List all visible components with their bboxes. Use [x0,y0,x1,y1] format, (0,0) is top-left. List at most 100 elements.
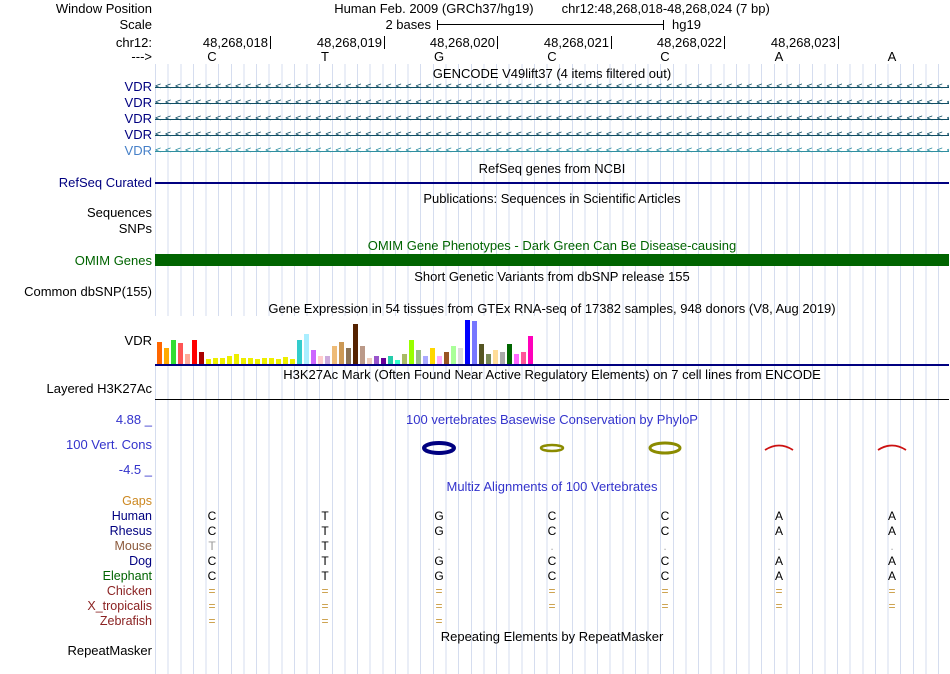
gtex-bar[interactable] [171,340,176,364]
gtex-bar[interactable] [430,348,435,364]
repeatmasker-label[interactable]: RepeatMasker [67,643,152,658]
gtex-bar[interactable] [213,358,218,364]
gtex-bar[interactable] [262,358,267,364]
gtex-bar[interactable] [500,352,505,364]
gtex-bar[interactable] [486,354,491,364]
gencode-item-label[interactable]: VDR [124,111,152,126]
gtex-bar[interactable] [220,358,225,364]
sequences-label[interactable]: Sequences [86,205,152,220]
gtex-bar[interactable] [493,350,498,364]
gtex-bar[interactable] [514,354,519,364]
gencode-item-label[interactable]: VDR [124,127,152,142]
alignment-letter: A [774,524,783,538]
alignment-letter: A [887,524,896,538]
gtex-bar[interactable] [360,346,365,364]
gtex-bar[interactable] [304,334,309,364]
multiz-row-label-x_tropicalis[interactable]: X_tropicalis [87,599,152,613]
multiz-row-label-dog[interactable]: Dog [129,554,152,568]
gtex-bar[interactable] [458,348,463,364]
gtex-bar[interactable] [332,346,337,364]
multiz-row-label-rhesus[interactable]: Rhesus [109,524,152,538]
gtex-bar[interactable] [374,356,379,364]
transcript-arrow-row[interactable]: <<<<<<<<<<<<<<<<<<<<<<<<<<<<<<<<<<<<<<<<… [155,80,949,94]
gtex-bar[interactable] [318,356,323,364]
phylop-track-label[interactable]: 100 Vert. Cons [66,437,152,452]
gtex-bar[interactable] [255,359,260,364]
gtex-bar[interactable] [164,348,169,364]
gencode-item-label[interactable]: VDR [124,79,152,94]
multiz-row-label-elephant[interactable]: Elephant [102,569,152,583]
gtex-bar[interactable] [521,352,526,364]
alignment-letter: T [321,539,329,553]
gtex-baseline [155,364,949,366]
alignment-letter: = [661,599,669,613]
gtex-bar[interactable] [241,358,246,364]
gtex-bar[interactable] [353,324,358,364]
gencode-item-label[interactable]: VDR [124,95,152,110]
gtex-bar[interactable] [395,360,400,364]
gtex-bar[interactable] [437,356,442,364]
gtex-bar[interactable] [276,359,281,364]
omim-genes-label[interactable]: OMIM Genes [74,253,152,268]
transcript-arrow-row[interactable]: <<<<<<<<<<<<<<<<<<<<<<<<<<<<<<<<<<<<<<<<… [155,112,949,126]
base-letter: A [774,49,784,64]
omim-gene-bar[interactable] [155,254,949,266]
gtex-bar[interactable] [528,336,533,364]
gtex-bar[interactable] [479,344,484,364]
coordinate-tick [838,36,839,49]
gtex-bar[interactable] [444,352,449,364]
gtex-bar[interactable] [311,350,316,364]
gtex-bar[interactable] [388,356,393,364]
transcript-arrow-row[interactable]: <<<<<<<<<<<<<<<<<<<<<<<<<<<<<<<<<<<<<<<<… [155,96,949,110]
transcript-arrow-row[interactable]: <<<<<<<<<<<<<<<<<<<<<<<<<<<<<<<<<<<<<<<<… [155,128,949,142]
gtex-bar[interactable] [423,356,428,364]
gtex-bar[interactable] [157,342,162,364]
gtex-bar[interactable] [367,358,372,364]
multiz-row-label-gaps[interactable]: Gaps [122,494,152,508]
gencode-item-label[interactable]: VDR [124,143,152,158]
gtex-bar[interactable] [227,356,232,364]
gtex-bar[interactable] [248,358,253,364]
coordinate-row[interactable]: 48,268,018 48,268,019 48,268,020 48,268,021… [0,35,950,50]
snps-label[interactable]: SNPs [118,221,152,236]
gtex-bar[interactable] [416,350,421,364]
gtex-gene-label[interactable]: VDR [124,333,152,348]
gtex-bar[interactable] [199,352,204,364]
gtex-bar[interactable] [192,340,197,364]
gtex-bar[interactable] [409,340,414,364]
gtex-bar[interactable] [269,358,274,364]
gtex-expression-panel[interactable] [155,316,537,364]
gtex-bar[interactable] [402,354,407,364]
gtex-bar[interactable] [185,354,190,364]
multiz-row-label-mouse[interactable]: Mouse [114,539,152,553]
gtex-bar[interactable] [206,359,211,364]
gtex-bar[interactable] [507,344,512,364]
gtex-bar[interactable] [472,321,477,364]
gtex-bar[interactable] [234,354,239,364]
gtex-bar[interactable] [465,320,470,364]
gtex-bar[interactable] [381,358,386,364]
refseq-curated-label[interactable]: RefSeq Curated [58,175,152,190]
gtex-bar[interactable] [178,343,183,364]
transcript-arrow-row[interactable]: <<<<<<<<<<<<<<<<<<<<<<<<<<<<<<<<<<<<<<<<… [155,144,949,158]
multiz-row-label-chicken[interactable]: Chicken [106,584,152,598]
gtex-bar[interactable] [339,342,344,364]
base-letter: G [433,49,445,64]
gtex-bar[interactable] [451,346,456,364]
gtex-bar[interactable] [283,357,288,364]
refseq-transcript-line[interactable] [155,182,949,184]
h3k27ac-label[interactable]: Layered H3K27Ac [46,381,152,396]
phylop-track[interactable] [155,430,949,470]
dbsnp-label[interactable]: Common dbSNP(155) [24,284,152,299]
alignment-letter: C [660,509,670,523]
gtex-bar[interactable] [346,348,351,364]
multiz-row-label-zebrafish[interactable]: Zebrafish [99,614,152,628]
gtex-bar[interactable] [290,359,295,364]
gtex-bar[interactable] [297,340,302,364]
refseq-title: RefSeq genes from NCBI [478,161,626,176]
gtex-bar[interactable] [325,356,330,364]
multiz-row-label-human[interactable]: Human [111,509,152,523]
